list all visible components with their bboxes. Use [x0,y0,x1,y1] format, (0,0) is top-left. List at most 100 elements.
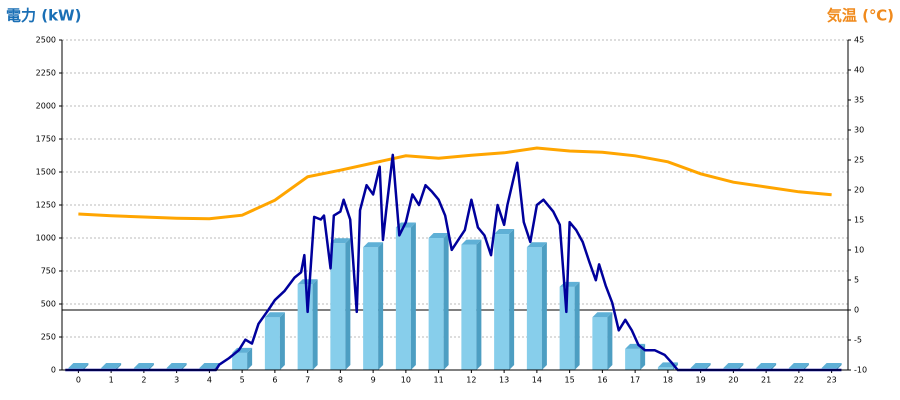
x-tick-label: 19 [696,376,706,385]
x-tick-label: 20 [728,376,738,385]
bar-top [526,242,547,248]
bar-top [494,229,515,235]
temperature-line [78,146,832,221]
y2-tick-label: 25 [854,156,864,165]
bar-top [461,239,482,245]
y2-axis-title: 気温 (℃) [827,7,894,25]
bar-top [821,363,842,369]
bar [363,247,379,370]
x-tick-label: 14 [532,376,542,385]
bar-top [788,363,809,369]
x-tick-label: 7 [305,376,310,385]
bar [428,238,444,370]
bar-side [574,281,580,370]
y2-tick-label: -5 [854,336,862,345]
bar [625,348,641,370]
x-tick-label: 17 [630,376,640,385]
x-tick-label: 0 [76,376,81,385]
bar [330,243,346,370]
bar-top [264,312,285,318]
x-tick-label: 11 [434,376,444,385]
y2-tick-label: 0 [854,306,859,315]
bar-top [428,233,449,238]
y2-tick-label: 35 [854,96,864,105]
bar [657,367,673,370]
x-tick-label: 6 [272,376,277,385]
bar [232,352,248,370]
bar-side [607,312,613,370]
bar-side [312,279,318,370]
y-axis-title: 電力 (kW) [6,7,81,25]
bar-top [690,363,711,369]
y-tick-label: 1250 [36,201,56,210]
bar-side [378,242,384,370]
bar-side [83,363,89,370]
x-tick-label: 15 [565,376,575,385]
x-tick-label: 18 [663,376,673,385]
bar-top [133,363,154,369]
bar [395,227,411,370]
bar-top [756,363,777,369]
bar-side [181,363,187,370]
x-tick-label: 1 [109,376,114,385]
bar-top [68,363,89,369]
x-tick-label: 10 [401,376,411,385]
bar-side [279,312,285,370]
x-tick-label: 5 [240,376,245,385]
bar [592,317,608,370]
bar-top [166,363,187,369]
bar-side [247,347,253,370]
bar [494,234,510,370]
y-tick-label: 500 [41,300,56,309]
bar-side [116,363,122,370]
y-tick-label: 1750 [36,135,56,144]
bar-side [345,238,351,370]
y2-tick-label: 45 [854,36,864,45]
bar-side [836,363,842,370]
bar-side [476,239,482,370]
bar-top [199,363,220,369]
y-tick-label: 2500 [36,36,56,45]
bar-side [738,363,744,370]
bar-side [803,363,809,370]
bar [526,247,542,370]
y-tick-label: 750 [41,267,56,276]
y2-tick-label: 5 [854,276,859,285]
y-tick-label: 250 [41,333,56,342]
bar-top [723,363,744,369]
bar-side [410,222,416,370]
x-tick-label: 3 [174,376,179,385]
x-tick-label: 16 [597,376,607,385]
bar-top [592,312,613,318]
bar-side [509,229,515,370]
y-tick-label: 1500 [36,168,56,177]
y2-tick-label: -10 [854,366,867,375]
x-tick-label: 8 [338,376,343,385]
bar-side [705,363,711,370]
x-tick-label: 21 [761,376,771,385]
bar [297,284,313,370]
x-tick-label: 13 [499,376,509,385]
bar-top [363,242,384,248]
bar-side [443,233,449,370]
bar-top [330,238,351,244]
x-tick-label: 22 [794,376,804,385]
bar [461,244,477,370]
y2-tick-label: 40 [854,66,864,75]
bar [264,317,280,370]
y-tick-label: 1000 [36,234,56,243]
x-tick-label: 9 [371,376,376,385]
x-tick-label: 12 [466,376,476,385]
bar-side [148,363,154,370]
bar-top [297,279,318,285]
x-tick-label: 23 [827,376,837,385]
y2-tick-label: 10 [854,246,864,255]
y2-tick-label: 20 [854,186,864,195]
bar-side [771,363,777,370]
bar-side [541,242,547,370]
y-tick-label: 2250 [36,69,56,78]
y-tick-label: 0 [51,366,56,375]
y2-tick-label: 15 [854,216,864,225]
bar-top [101,363,122,369]
